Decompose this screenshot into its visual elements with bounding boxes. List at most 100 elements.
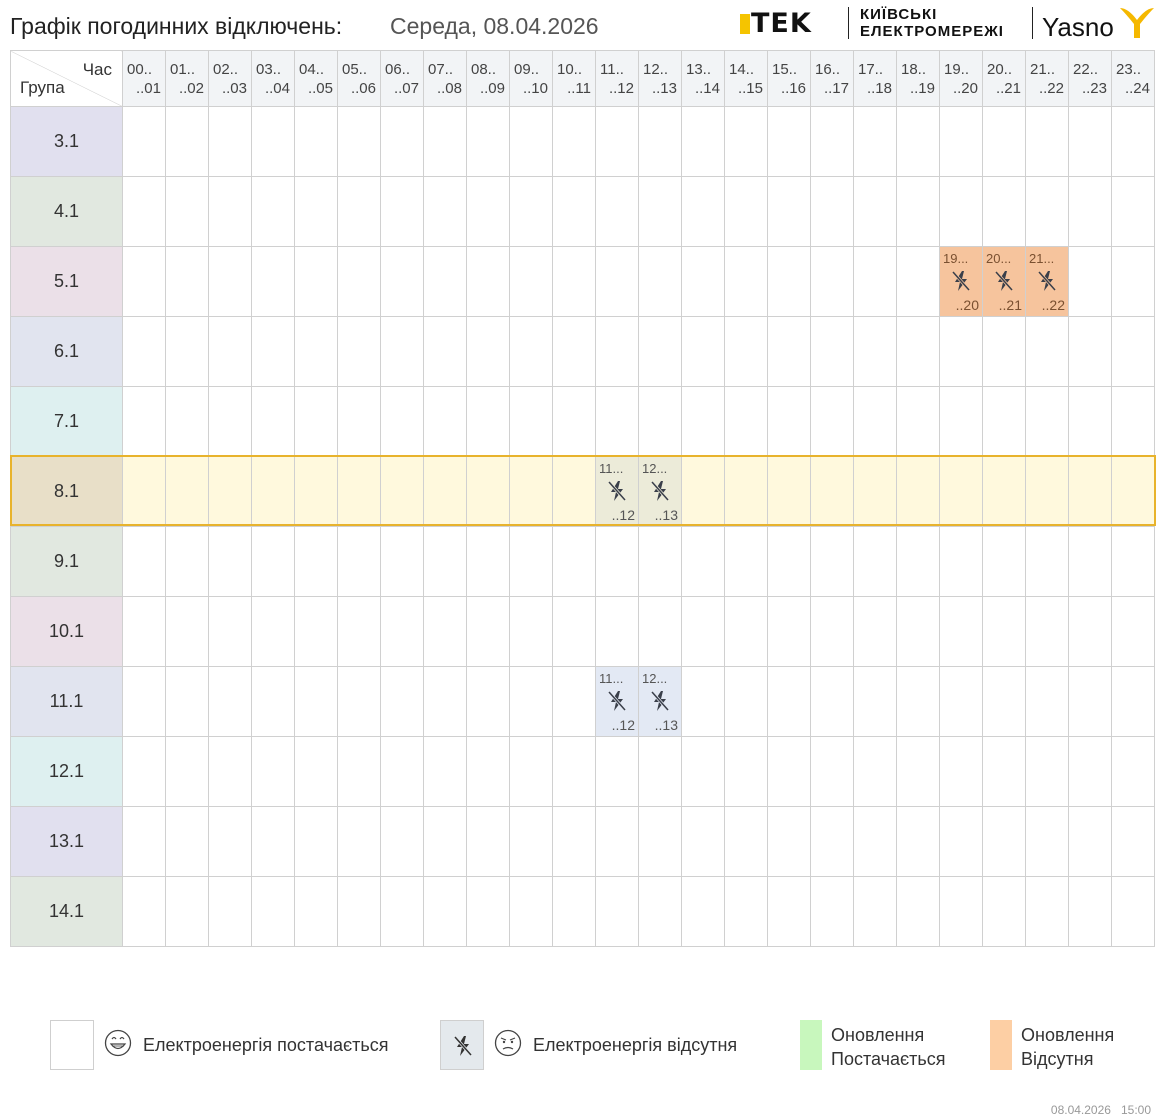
group-label[interactable]: 10.1 <box>10 596 123 667</box>
table-corner: Час Група <box>10 50 123 107</box>
hour-header-cell: 23.. ..24 <box>1111 50 1155 107</box>
hour-cell <box>208 246 252 317</box>
hour-cell <box>552 106 596 177</box>
hour-cell <box>767 596 811 667</box>
hour-cell <box>767 736 811 807</box>
group-label[interactable]: 5.1 <box>10 246 123 317</box>
outage-start-label: 20... <box>986 251 1012 266</box>
hour-cell <box>896 526 940 597</box>
hour-cell <box>896 176 940 247</box>
hour-header-cell: 22.. ..23 <box>1068 50 1112 107</box>
hour-cell <box>337 386 381 457</box>
hour-cell <box>337 176 381 247</box>
hour-cell <box>595 176 639 247</box>
hour-cell <box>165 526 209 597</box>
hour-cell <box>1025 666 1069 737</box>
hour-cell <box>337 666 381 737</box>
hour-cell <box>423 596 467 667</box>
hour-end-label: ..03 <box>221 80 247 97</box>
hour-cell <box>896 596 940 667</box>
hour-header-cell: 21.. ..22 <box>1025 50 1069 107</box>
hour-start-label: 07.. <box>428 61 454 78</box>
outage-start-label: 21... <box>1029 251 1055 266</box>
hour-cell <box>509 806 553 877</box>
group-label[interactable]: 7.1 <box>10 386 123 457</box>
hour-cell <box>982 456 1026 527</box>
hour-cell <box>552 456 596 527</box>
hour-end-label: ..04 <box>264 80 290 97</box>
hour-cell <box>552 596 596 667</box>
hour-cell <box>122 106 166 177</box>
hour-end-label: ..17 <box>823 80 849 97</box>
hour-cell <box>1025 876 1069 947</box>
hour-cell <box>681 666 725 737</box>
hour-cell <box>122 246 166 317</box>
hour-cell <box>1068 246 1112 317</box>
hour-cell <box>1025 526 1069 597</box>
hour-cell <box>1111 666 1155 737</box>
group-label[interactable]: 14.1 <box>10 876 123 947</box>
hour-cell <box>896 386 940 457</box>
hour-cell <box>896 106 940 177</box>
hour-cell <box>1025 316 1069 387</box>
hour-cell <box>681 806 725 877</box>
hour-cell <box>337 246 381 317</box>
hour-cell <box>982 176 1026 247</box>
hour-start-label: 23.. <box>1116 61 1142 78</box>
hour-start-label: 20.. <box>987 61 1013 78</box>
hour-cell <box>767 176 811 247</box>
hour-cell <box>681 106 725 177</box>
page-header: Графік погодинних відключень: Середа, 08… <box>10 10 1160 44</box>
hour-cell <box>853 596 897 667</box>
hour-cell <box>939 526 983 597</box>
outage-end-label: ..13 <box>654 717 678 733</box>
group-label[interactable]: 6.1 <box>10 316 123 387</box>
hour-start-label: 14.. <box>729 61 755 78</box>
outage-cell: 20... ..21 <box>982 246 1026 317</box>
hour-cell <box>208 526 252 597</box>
group-row: 7.1 <box>10 386 1155 457</box>
hour-cell <box>810 806 854 877</box>
group-label[interactable]: 4.1 <box>10 176 123 247</box>
hour-cell <box>380 666 424 737</box>
hour-cell <box>466 246 510 317</box>
hour-cell <box>853 666 897 737</box>
hour-cell <box>251 596 295 667</box>
outage-end-label: ..13 <box>654 507 678 523</box>
hour-cell <box>853 526 897 597</box>
group-label[interactable]: 3.1 <box>10 106 123 177</box>
hour-cell <box>810 176 854 247</box>
hour-cell <box>939 596 983 667</box>
hour-cell <box>638 386 682 457</box>
hour-cell <box>638 736 682 807</box>
group-label[interactable]: 9.1 <box>10 526 123 597</box>
hour-cell <box>724 666 768 737</box>
hour-start-label: 08.. <box>471 61 497 78</box>
hour-cell <box>294 526 338 597</box>
hour-cell <box>337 106 381 177</box>
hour-cell <box>552 386 596 457</box>
hour-end-label: ..20 <box>952 80 978 97</box>
group-row: 13.1 <box>10 806 1155 877</box>
hour-cell <box>509 316 553 387</box>
hour-cell <box>1025 806 1069 877</box>
hour-cell <box>208 176 252 247</box>
legend: Електроенергія постачається Електроенерг… <box>0 1015 1165 1075</box>
hour-end-label: ..01 <box>135 80 161 97</box>
hour-cell <box>380 736 424 807</box>
hour-cell <box>165 316 209 387</box>
hour-cell <box>681 176 725 247</box>
group-label[interactable]: 11.1 <box>10 666 123 737</box>
hour-cell <box>423 176 467 247</box>
hour-header-cell: 15.. ..16 <box>767 50 811 107</box>
hour-cell <box>724 736 768 807</box>
group-label[interactable]: 8.1 <box>10 456 123 527</box>
hour-cell <box>810 316 854 387</box>
hour-start-label: 02.. <box>213 61 239 78</box>
hour-cell <box>122 386 166 457</box>
group-label[interactable]: 13.1 <box>10 806 123 877</box>
hour-cell <box>1025 456 1069 527</box>
group-label[interactable]: 12.1 <box>10 736 123 807</box>
hour-cell <box>466 806 510 877</box>
hour-cell <box>939 456 983 527</box>
